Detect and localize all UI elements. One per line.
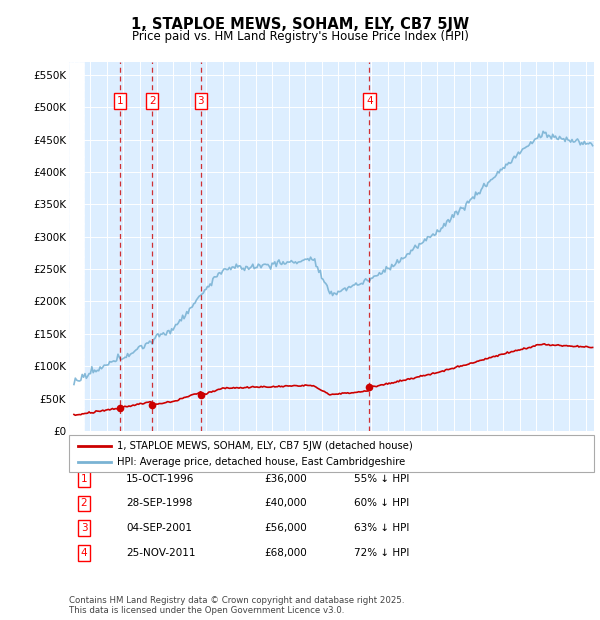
Text: £68,000: £68,000 <box>264 548 307 558</box>
Text: 04-SEP-2001: 04-SEP-2001 <box>126 523 192 533</box>
Text: 1: 1 <box>117 95 124 106</box>
Text: 15-OCT-1996: 15-OCT-1996 <box>126 474 194 484</box>
Text: 2: 2 <box>80 498 88 508</box>
Text: 60% ↓ HPI: 60% ↓ HPI <box>354 498 409 508</box>
Text: Price paid vs. HM Land Registry's House Price Index (HPI): Price paid vs. HM Land Registry's House … <box>131 30 469 43</box>
Text: 3: 3 <box>197 95 204 106</box>
Bar <box>69 62 83 431</box>
Text: £40,000: £40,000 <box>264 498 307 508</box>
Text: 28-SEP-1998: 28-SEP-1998 <box>126 498 193 508</box>
Text: Contains HM Land Registry data © Crown copyright and database right 2025.
This d: Contains HM Land Registry data © Crown c… <box>69 596 404 615</box>
Text: 4: 4 <box>366 95 373 106</box>
Text: 3: 3 <box>80 523 88 533</box>
Text: 1, STAPLOE MEWS, SOHAM, ELY, CB7 5JW: 1, STAPLOE MEWS, SOHAM, ELY, CB7 5JW <box>131 17 469 32</box>
Text: £56,000: £56,000 <box>264 523 307 533</box>
Text: 1, STAPLOE MEWS, SOHAM, ELY, CB7 5JW (detached house): 1, STAPLOE MEWS, SOHAM, ELY, CB7 5JW (de… <box>117 441 413 451</box>
Text: 63% ↓ HPI: 63% ↓ HPI <box>354 523 409 533</box>
Text: HPI: Average price, detached house, East Cambridgeshire: HPI: Average price, detached house, East… <box>117 457 405 467</box>
Text: 1: 1 <box>80 474 88 484</box>
Text: £36,000: £36,000 <box>264 474 307 484</box>
Text: 4: 4 <box>80 548 88 558</box>
Text: 55% ↓ HPI: 55% ↓ HPI <box>354 474 409 484</box>
Text: 25-NOV-2011: 25-NOV-2011 <box>126 548 196 558</box>
Text: 72% ↓ HPI: 72% ↓ HPI <box>354 548 409 558</box>
Text: 2: 2 <box>149 95 155 106</box>
